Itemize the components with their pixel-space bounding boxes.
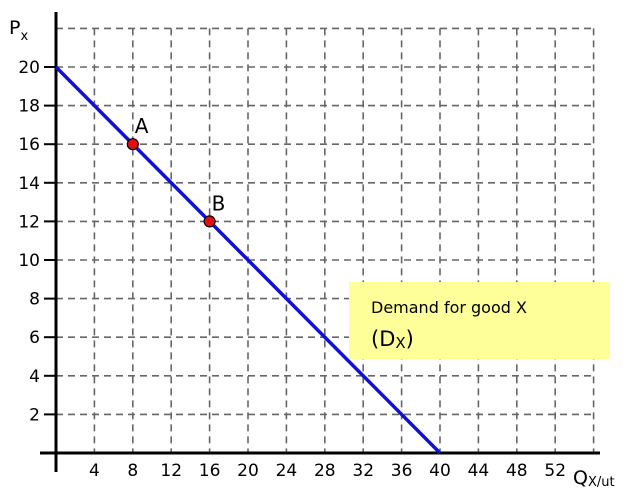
x-tick-label: 24 <box>276 461 298 481</box>
x-tick-label: 36 <box>391 461 413 481</box>
annotation-line1: Demand for good X <box>371 298 527 317</box>
annotation-line2-main: (D <box>371 327 395 351</box>
x-tick-label: 12 <box>160 461 182 481</box>
x-axis-title: QX/ut <box>573 467 615 489</box>
annotation-background <box>349 282 610 359</box>
x-tick-label: 52 <box>544 461 566 481</box>
point-label-a: A <box>135 114 149 138</box>
y-tick-label: 8 <box>29 290 40 310</box>
y-tick-label: 18 <box>18 97 40 117</box>
y-tick-label: 6 <box>29 328 40 348</box>
demand-line <box>54 65 442 455</box>
y-tick-label: 2 <box>29 405 40 425</box>
x-tick-label: 4 <box>89 461 100 481</box>
y-axis-title-sub: x <box>20 29 28 44</box>
y-tick-label: 20 <box>18 58 40 78</box>
annotation-box: Demand for good X (DX) <box>349 282 610 359</box>
x-tick-label: 20 <box>237 461 259 481</box>
y-axis-title-main: P <box>9 17 20 39</box>
point-a <box>126 138 139 151</box>
y-tick-label: 16 <box>18 135 40 155</box>
x-tick-label: 28 <box>314 461 336 481</box>
annotation-line2: (DX) <box>371 327 414 352</box>
x-tick-label: 48 <box>506 461 528 481</box>
point-label-b: B <box>212 191 226 215</box>
x-tick-label: 32 <box>352 461 374 481</box>
y-tick-label: 10 <box>18 251 40 271</box>
x-tick-label: 40 <box>429 461 451 481</box>
annotation-line2-close: ) <box>406 327 414 351</box>
points: AB <box>126 114 226 228</box>
x-axis-title-sub: X/ut <box>588 475 615 489</box>
x-tick-label: 16 <box>199 461 221 481</box>
annotation-line2-sub: X <box>395 334 405 352</box>
point-b <box>203 215 216 228</box>
grid <box>44 27 595 453</box>
x-tick-label: 44 <box>468 461 490 481</box>
axes <box>40 12 600 472</box>
y-tick-label: 12 <box>18 212 40 232</box>
y-tick-label: 14 <box>18 174 40 194</box>
x-axis-title-main: Q <box>573 467 588 489</box>
y-tick-label: 4 <box>29 367 40 387</box>
series <box>54 65 442 455</box>
x-tick-label: 8 <box>127 461 138 481</box>
y-axis-title: Px <box>9 17 28 44</box>
